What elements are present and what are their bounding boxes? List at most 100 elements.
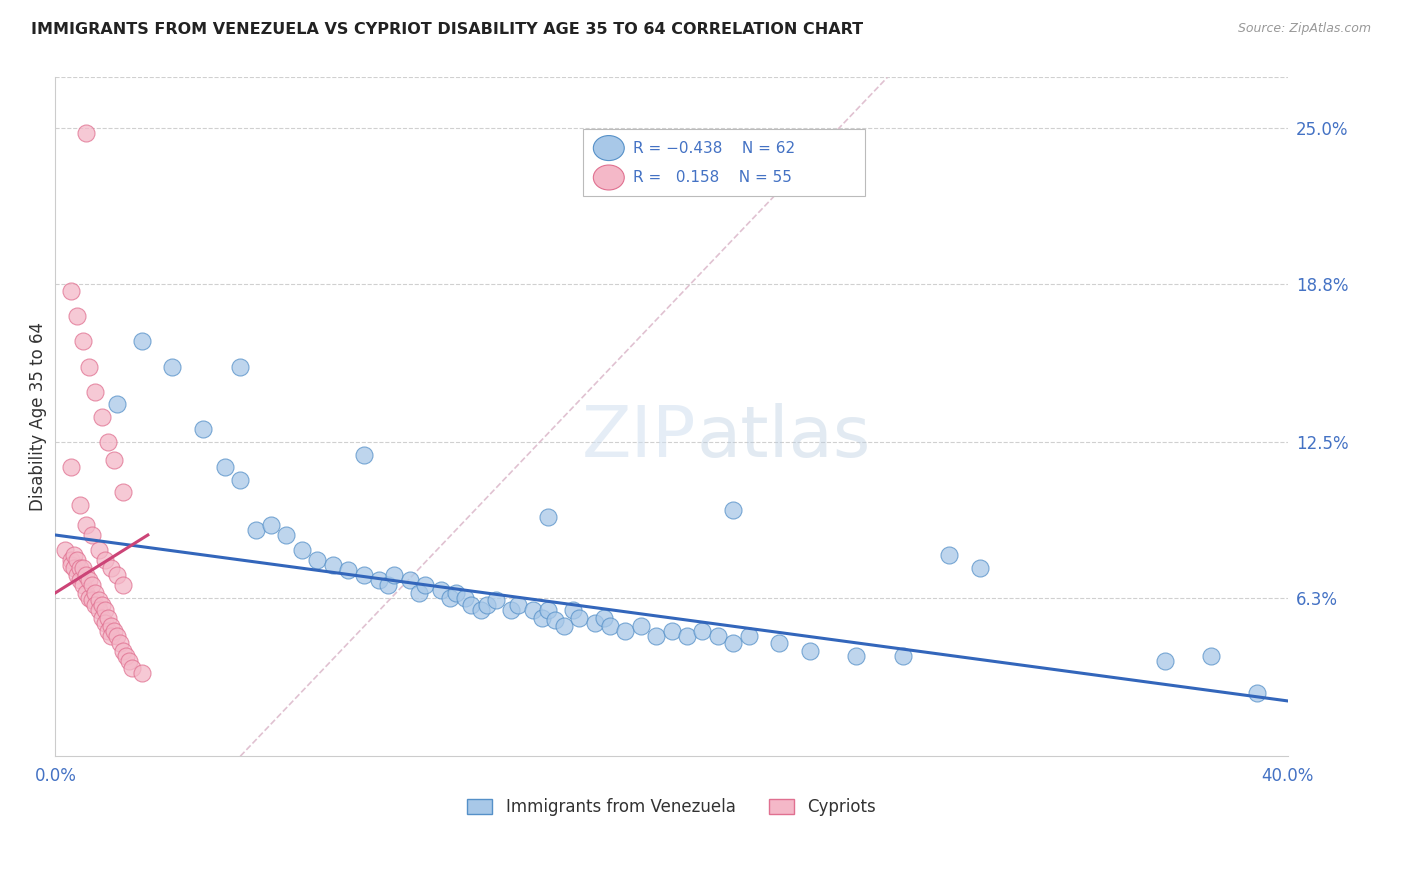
Point [87, 543, 110, 558]
Point [692, 624, 714, 638]
Point [59, 460, 82, 475]
Point [63, 548, 86, 562]
Point [75, 586, 97, 600]
Point [63, 560, 86, 574]
Point [229, 359, 252, 374]
Point [66, 568, 89, 582]
Point [100, 629, 122, 643]
Point [723, 503, 745, 517]
Point [562, 603, 585, 617]
Point [214, 460, 236, 475]
Text: R =   0.158    N = 55: R = 0.158 N = 55 [633, 170, 792, 185]
Point [112, 485, 135, 500]
Point [229, 473, 252, 487]
Text: ZIP: ZIP [582, 402, 696, 472]
Point [475, 599, 498, 613]
Point [84, 384, 107, 399]
Point [82, 528, 104, 542]
Point [307, 553, 329, 567]
Point [90, 611, 112, 625]
Point [367, 574, 389, 588]
Point [413, 578, 436, 592]
Point [439, 591, 461, 605]
Point [103, 452, 125, 467]
Point [75, 126, 97, 140]
Text: R = −0.438    N = 62: R = −0.438 N = 62 [633, 141, 794, 155]
Point [485, 593, 508, 607]
Point [408, 586, 430, 600]
Legend: Immigrants from Venezuela, Cypriots: Immigrants from Venezuela, Cypriots [461, 791, 883, 822]
Point [105, 629, 128, 643]
Point [162, 359, 184, 374]
Point [531, 611, 554, 625]
Point [938, 548, 960, 562]
Point [382, 568, 405, 582]
Point [59, 553, 82, 567]
Point [105, 397, 128, 411]
Point [131, 666, 153, 681]
Point [105, 568, 128, 582]
Point [59, 284, 82, 298]
Point [79, 574, 101, 588]
Point [506, 599, 529, 613]
Point [53, 543, 76, 558]
Point [444, 586, 467, 600]
Point [1153, 654, 1175, 668]
Point [90, 599, 112, 613]
Point [84, 599, 107, 613]
Point [69, 498, 91, 512]
Point [112, 578, 135, 592]
Point [353, 568, 375, 582]
Point [553, 618, 575, 632]
Point [75, 518, 97, 533]
Point [103, 624, 125, 638]
Point [66, 553, 89, 567]
Point [87, 603, 110, 617]
Point [537, 603, 560, 617]
Point [118, 654, 141, 668]
Point [353, 448, 375, 462]
Point [79, 591, 101, 605]
Point [454, 591, 477, 605]
Point [707, 629, 730, 643]
Point [845, 648, 868, 663]
Text: atlas: atlas [696, 402, 870, 472]
Point [100, 618, 122, 632]
Point [543, 614, 565, 628]
Point [93, 553, 115, 567]
Point [66, 310, 89, 324]
Point [84, 586, 107, 600]
Point [245, 523, 267, 537]
Point [69, 574, 91, 588]
Point [100, 560, 122, 574]
Point [583, 615, 606, 630]
Point [115, 648, 138, 663]
Point [460, 599, 482, 613]
Point [537, 510, 560, 524]
Point [768, 636, 790, 650]
Point [799, 643, 821, 657]
Point [97, 435, 120, 450]
Point [522, 603, 544, 617]
Point [82, 578, 104, 592]
Point [75, 568, 97, 582]
Point [891, 648, 914, 663]
Text: IMMIGRANTS FROM VENEZUELA VS CYPRIOT DISABILITY AGE 35 TO 64 CORRELATION CHART: IMMIGRANTS FROM VENEZUELA VS CYPRIOT DIS… [31, 22, 863, 37]
Point [69, 560, 91, 574]
Point [398, 574, 420, 588]
Point [72, 334, 94, 349]
Point [112, 643, 135, 657]
Point [969, 560, 991, 574]
Point [291, 543, 314, 558]
Point [1246, 686, 1268, 700]
Point [723, 636, 745, 650]
Point [470, 603, 492, 617]
Point [121, 661, 143, 675]
Point [90, 409, 112, 424]
Point [97, 611, 120, 625]
Point [614, 624, 637, 638]
Point [592, 611, 614, 625]
Point [661, 624, 683, 638]
Point [108, 636, 131, 650]
Point [429, 583, 451, 598]
